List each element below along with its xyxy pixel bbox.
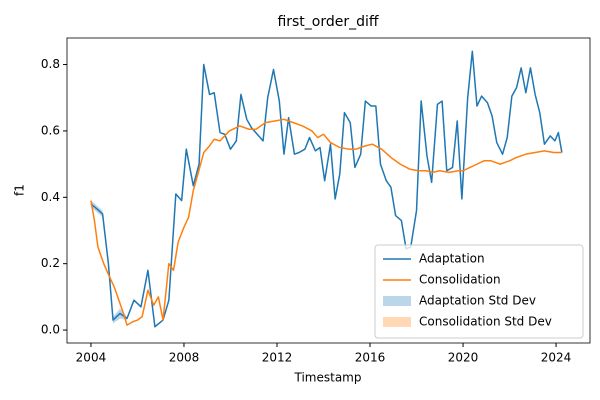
legend-patch [383,296,411,306]
legend-label: Adaptation Std Dev [419,294,536,308]
legend-label: Adaptation [419,252,485,266]
std-band [90,200,127,324]
series-line [90,50,563,328]
x-tick-label: 2024 [541,351,572,365]
series-line [90,118,562,326]
y-axis-label: f1 [13,184,27,196]
y-tick-label: 0.6 [41,123,60,137]
x-tick-label: 2004 [76,351,107,365]
x-tick-label: 2016 [355,351,386,365]
legend-box [374,244,584,339]
y-tick-label: 0.4 [41,190,60,204]
chart-title: first_order_diff [277,14,378,30]
legend-label: Consolidation Std Dev [419,315,552,329]
x-axis-label: Timestamp [294,371,362,385]
x-tick-label: 2008 [169,351,200,365]
legend-label: Consolidation [419,273,501,287]
x-tick-label: 2012 [262,351,293,365]
y-tick-label: 0.0 [41,323,60,337]
y-tick-label: 0.8 [41,57,60,71]
plot-frame [66,37,591,344]
x-tick-label: 2020 [448,351,479,365]
y-tick-label: 0.2 [41,256,60,270]
legend-patch [383,317,411,327]
